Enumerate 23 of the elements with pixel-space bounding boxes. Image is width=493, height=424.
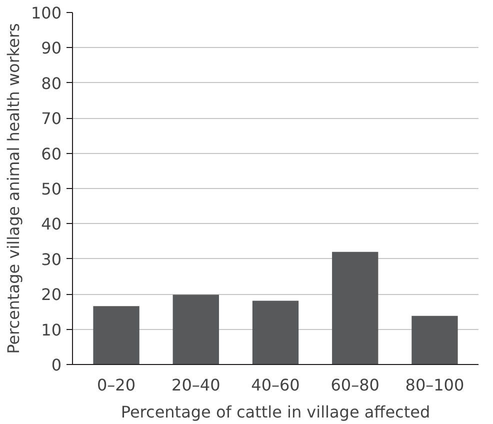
x-tick-label: 80–100 bbox=[405, 376, 464, 394]
bar bbox=[332, 252, 378, 364]
bar bbox=[252, 300, 299, 364]
y-tick-label: 100 bbox=[30, 4, 62, 22]
bar bbox=[93, 306, 140, 364]
y-axis-title: Percentage village animal health workers bbox=[4, 23, 23, 354]
x-tick-label: 40–60 bbox=[251, 376, 300, 394]
y-tick-label: 80 bbox=[41, 74, 62, 93]
x-tick-label: 0–20 bbox=[97, 376, 136, 394]
y-tick-label: 10 bbox=[41, 320, 62, 340]
x-tick-label: 20–40 bbox=[172, 376, 220, 394]
bar bbox=[172, 294, 219, 364]
y-tick-label: 30 bbox=[41, 250, 62, 269]
y-tick-label: 0 bbox=[51, 356, 62, 374]
y-tick-label: 20 bbox=[41, 285, 62, 304]
y-tick-label: 90 bbox=[41, 38, 62, 58]
y-tick-label: 70 bbox=[41, 109, 62, 128]
x-tick-label: 60–80 bbox=[330, 376, 380, 394]
x-axis-title: Percentage of cattle in village affected bbox=[120, 402, 430, 422]
bar bbox=[412, 316, 458, 364]
y-tick-label: 40 bbox=[41, 214, 62, 234]
y-tick-label: 50 bbox=[41, 180, 62, 198]
y-tick-label: 60 bbox=[41, 144, 62, 164]
